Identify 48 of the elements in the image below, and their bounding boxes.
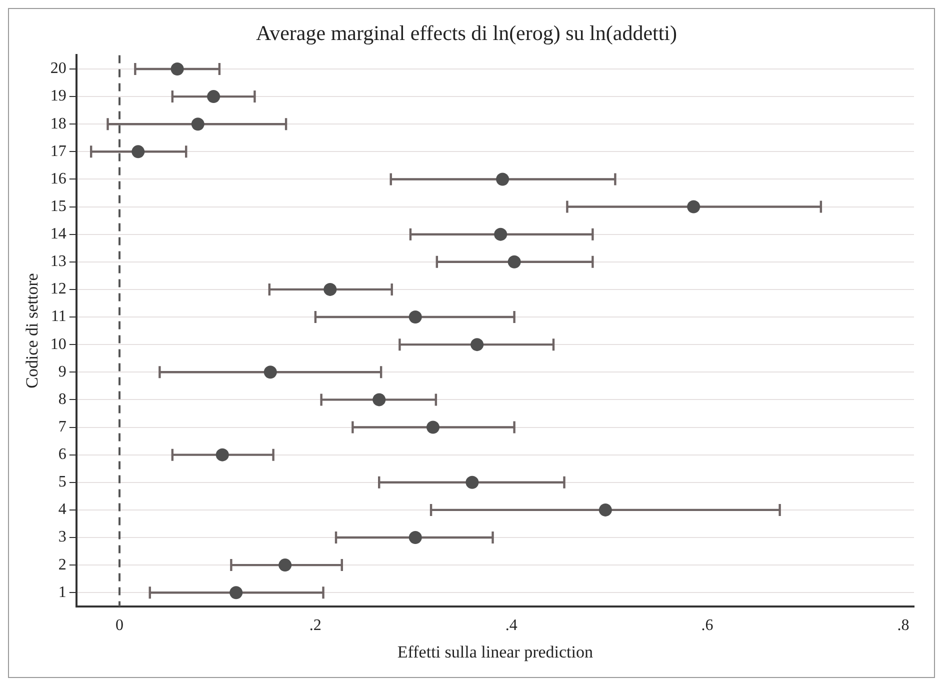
point <box>216 448 229 462</box>
point <box>170 62 184 76</box>
y-tick-label: 18 <box>50 115 66 132</box>
y-axis-title: Codice di settore <box>22 273 42 388</box>
y-tick-label: 14 <box>50 226 66 243</box>
point <box>496 172 510 186</box>
x-tick-label: .6 <box>701 617 714 634</box>
y-tick-label: 11 <box>50 308 66 326</box>
y-tick-label: 17 <box>50 142 66 160</box>
y-tick-label: 20 <box>50 60 66 78</box>
y-tick-label: 9 <box>58 363 66 380</box>
point <box>494 228 508 241</box>
y-tick-label: 2 <box>58 556 66 574</box>
x-tick-label: .4 <box>505 617 518 634</box>
x-tick-label: .8 <box>897 617 910 634</box>
point <box>508 255 521 268</box>
y-tick-label: 12 <box>50 280 66 298</box>
point <box>230 586 243 600</box>
y-tick-label: 13 <box>50 253 66 270</box>
x-axis-title: Effetti sulla linear prediction <box>397 642 594 662</box>
y-tick-label: 16 <box>50 170 66 188</box>
y-tick-label: 3 <box>58 528 66 546</box>
y-tick-label: 4 <box>58 501 66 518</box>
y-tick-label: 8 <box>58 390 66 408</box>
point <box>408 310 422 324</box>
point <box>687 200 700 214</box>
point <box>470 338 484 352</box>
point <box>372 393 386 406</box>
y-tick-label: 7 <box>58 418 66 436</box>
y-tick-label: 10 <box>50 336 66 353</box>
point <box>278 558 292 572</box>
y-tick-label: 5 <box>58 474 66 491</box>
point <box>207 90 220 104</box>
point <box>324 282 337 296</box>
y-tick-label: 6 <box>58 446 66 464</box>
x-tick-label: 0 <box>116 617 124 634</box>
y-tick-label: 1 <box>58 584 66 601</box>
point <box>426 420 440 434</box>
y-tick-label: 19 <box>50 88 66 105</box>
chart-title: Average marginal effects di ln(erog) su ln(addetti) <box>256 21 678 46</box>
point <box>264 366 277 379</box>
point <box>191 118 204 131</box>
x-tick-label: .2 <box>309 617 322 634</box>
point <box>598 503 612 516</box>
point <box>408 531 422 544</box>
y-tick-label: 15 <box>50 198 66 215</box>
point <box>466 476 479 489</box>
point <box>132 145 145 158</box>
